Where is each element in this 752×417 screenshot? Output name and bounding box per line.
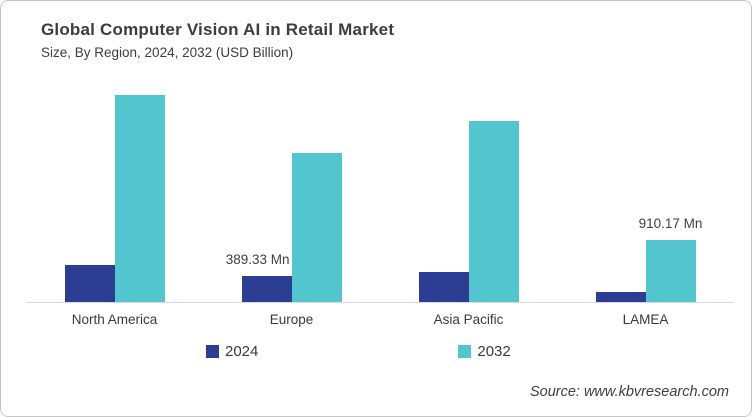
data-label-2032-lamea: 910.17 Mn [638,216,703,231]
data-label-2024-europe: 389.33 Mn [225,252,290,267]
x-axis-label-lamea: LAMEA [622,312,669,327]
legend-label-2024: 2024 [225,343,259,360]
bar-2032-europe [291,153,342,302]
source-text: Source: www.kbvresearch.com [529,384,729,400]
legend-item-2024: 2024 [206,343,258,360]
bar-2024-north-america [64,265,115,302]
chart-subtitle: Size, By Region, 2024, 2032 (USD Billion… [41,45,294,60]
bar-group-north-america [26,62,203,302]
chart-header: Global Computer Vision AI in Retail Mark… [1,1,751,62]
x-axis-labels: North America Europe Asia Pacific LAMEA [26,303,734,327]
legend: 2024 2032 [1,343,751,360]
bar-2032-lamea: 910.17 Mn [639,216,702,302]
legend-item-2032: 2032 [458,343,511,360]
bar-2032-north-america [114,95,165,302]
bar-2024-europe: 389.33 Mn [226,252,292,302]
x-axis-label-europe: Europe [269,312,314,327]
bar-2032-asia-pacific [468,121,519,302]
x-axis-label-asia-pacific: Asia Pacific [433,312,504,327]
x-axis-label-north-america: North America [71,312,158,327]
bar-group-lamea: 910.17 Mn [557,62,734,302]
plot-area: 389.33 Mn 910.17 Mn [26,62,734,303]
legend-swatch-2032 [458,345,472,358]
chart-title: Global Computer Vision AI in Retail Mark… [41,20,395,39]
bar-group-asia-pacific [380,62,557,302]
bar-2024-asia-pacific [418,272,469,302]
bar-group-europe: 389.33 Mn [203,62,380,302]
legend-label-2032: 2032 [477,343,511,360]
bar-2024-lamea [595,292,646,302]
legend-swatch-2024 [206,345,219,358]
